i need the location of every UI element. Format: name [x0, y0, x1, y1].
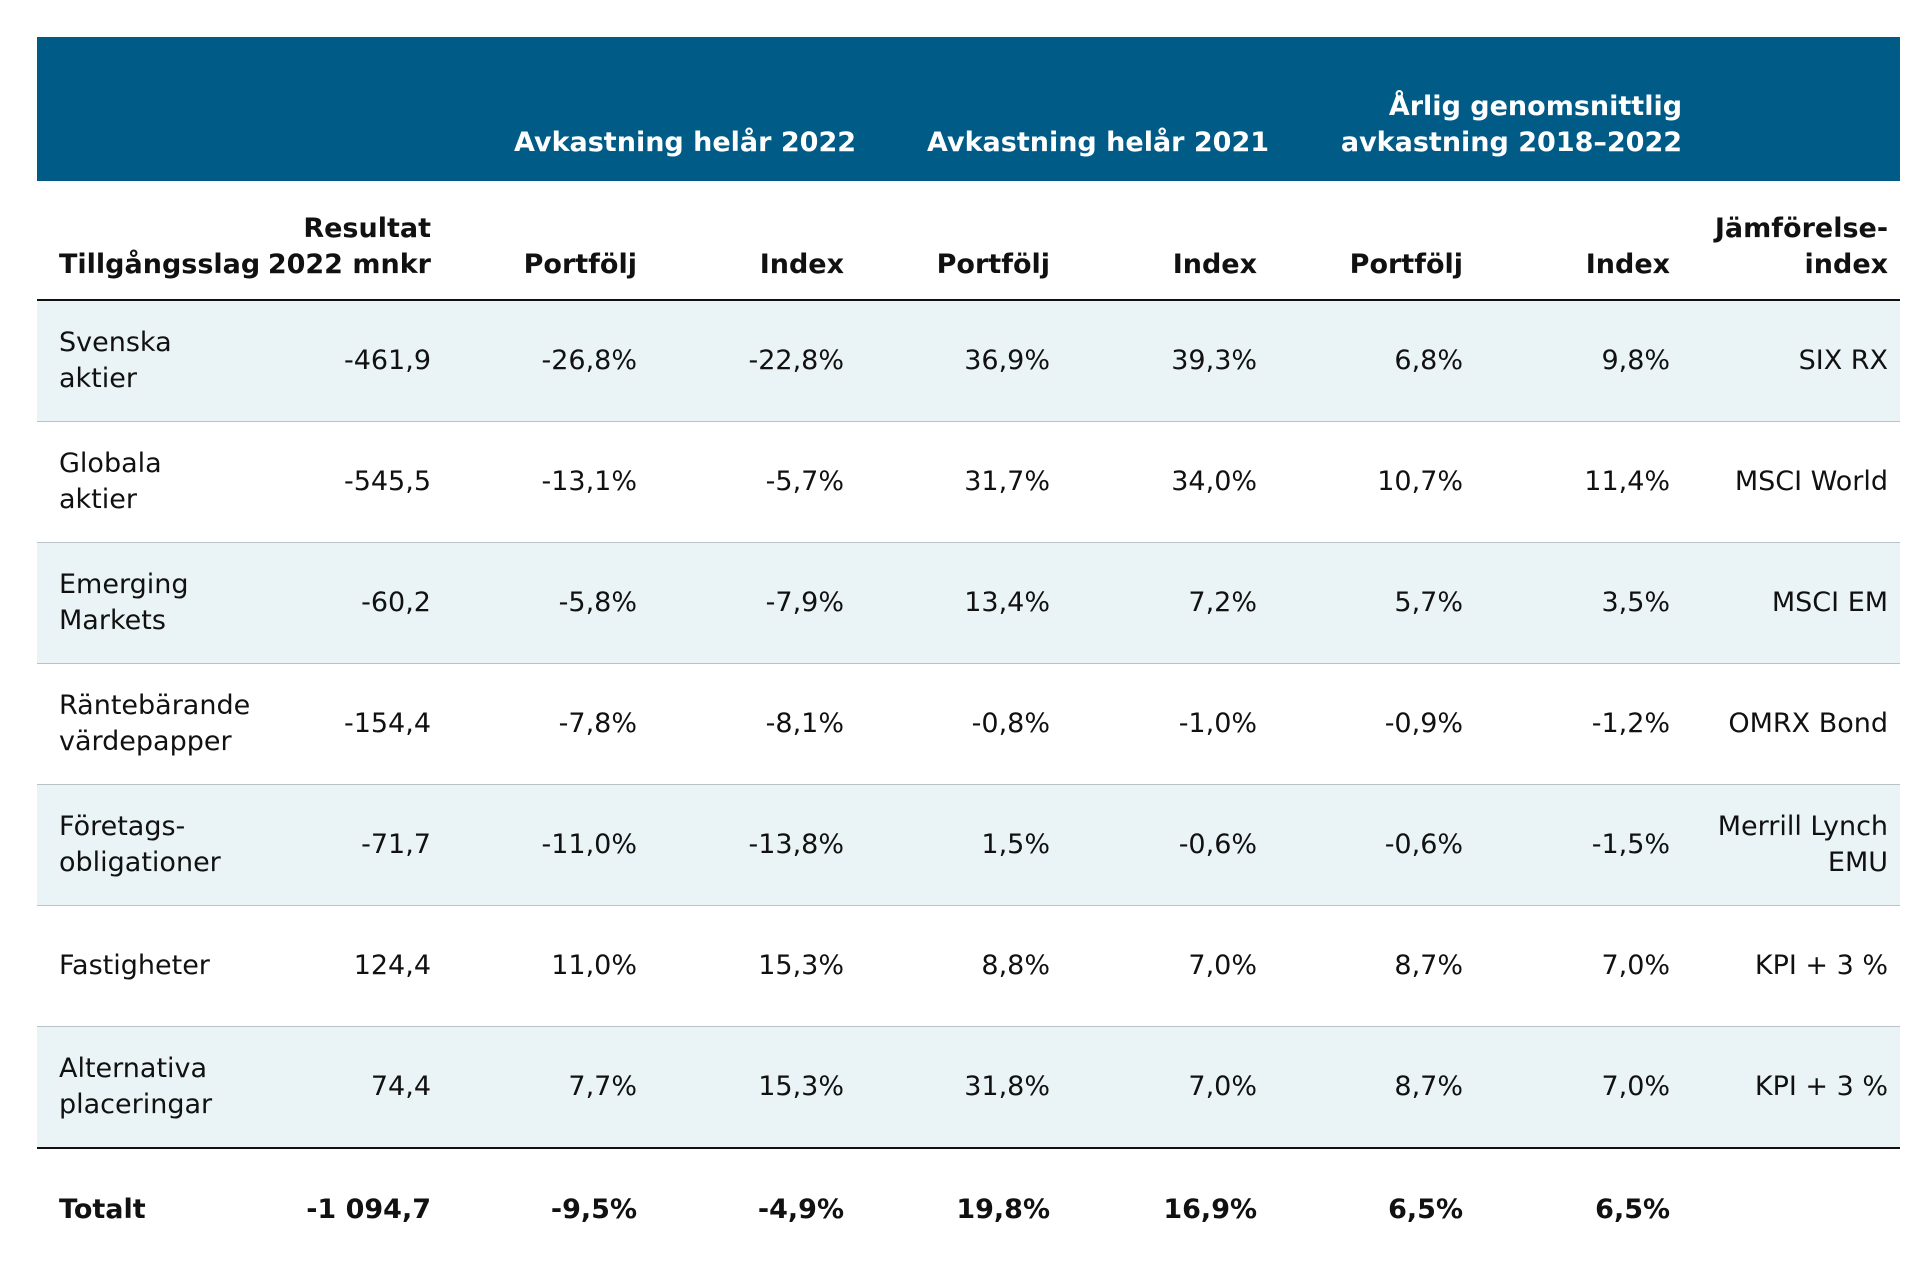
portfolio-average-cell: 8,7%: [1269, 905, 1476, 1027]
total-portfolio-average-cell: 6,5%: [1388, 1193, 1464, 1225]
portfolio-2021-cell: 8,8%: [856, 905, 1063, 1027]
table-row: Alternativa placeringar 74,4 7,7% 15,3% 3…: [37, 1026, 1901, 1149]
table-row: Svenska aktier -461,9 -26,8% -22,8% 36,9%…: [37, 300, 1901, 422]
portfolio-average-cell: 10,7%: [1269, 421, 1476, 543]
index-2022-cell: -22,8%: [649, 300, 857, 422]
index-2021-cell: 39,3%: [1062, 300, 1270, 422]
index-average-cell: -1,2%: [1475, 663, 1683, 785]
index-2021-cell: 7,0%: [1062, 1026, 1270, 1149]
portfolio-2022-cell: -13,1%: [443, 421, 649, 543]
result-cell: -71,7: [246, 784, 443, 906]
result-cell: 74,4: [246, 1026, 443, 1149]
table-row: Företags-obligationer -71,7 -11,0% -13,8…: [37, 784, 1901, 906]
group-header-2022: Avkastning helår 2022: [443, 37, 857, 181]
column-header-portfolio-average: Portfölj: [1269, 181, 1476, 301]
index-2021-cell: -1,0%: [1062, 663, 1270, 785]
benchmark-cell: OMRX Bond: [1682, 663, 1901, 785]
column-header-index-2021: Index: [1062, 181, 1270, 301]
result-cell: -545,5: [246, 421, 443, 543]
total-index-2022-cell: -4,9%: [757, 1193, 845, 1225]
result-cell: -60,2: [246, 542, 443, 664]
portfolio-2021-cell: 31,8%: [856, 1026, 1063, 1149]
result-cell: -461,9: [246, 300, 443, 422]
benchmark-cell: KPI + 3 %: [1682, 905, 1901, 1027]
portfolio-2021-cell: 13,4%: [856, 542, 1063, 664]
index-2021-cell: -0,6%: [1062, 784, 1270, 906]
column-header-portfolio-2021: Portfölj: [856, 181, 1063, 301]
index-2022-cell: -8,1%: [649, 663, 857, 785]
index-2022-cell: -5,7%: [649, 421, 857, 543]
portfolio-2021-cell: -0,8%: [856, 663, 1063, 785]
portfolio-2022-cell: 7,7%: [443, 1026, 649, 1149]
total-benchmark-cell: [1682, 1148, 1900, 1269]
total-portfolio-2022-cell: -9,5%: [550, 1193, 637, 1225]
portfolio-2022-cell: -11,0%: [443, 784, 649, 906]
asset-cell: Svenska aktier: [37, 300, 246, 422]
band-empty: [246, 37, 443, 181]
asset-cell: Globala aktier: [37, 421, 246, 543]
portfolio-2021-cell: 36,9%: [856, 300, 1063, 422]
asset-cell: Räntebärande värdepapper: [37, 663, 250, 785]
index-average-cell: 7,0%: [1475, 905, 1683, 1027]
index-2022-cell: 15,3%: [649, 905, 857, 1027]
table-row: Räntebärande värdepapper -154,4 -7,8% -8,…: [37, 663, 1901, 785]
portfolio-2021-cell: 31,7%: [856, 421, 1063, 543]
portfolio-2022-cell: 11,0%: [443, 905, 649, 1027]
total-portfolio-2021-cell: 19,8%: [956, 1193, 1051, 1225]
benchmark-cell: MSCI EM: [1682, 542, 1901, 664]
total-index-average-cell: 6,5%: [1595, 1193, 1671, 1225]
index-average-cell: 11,4%: [1475, 421, 1683, 543]
result-cell: -154,4: [246, 663, 443, 785]
portfolio-average-cell: -0,9%: [1269, 663, 1476, 785]
total-row: Totalt -1 094,7 -9,5% -4,9% 19,8% 16,9% …: [37, 1148, 1900, 1269]
group-header-average: Årlig genomsnittlig avkastning 2018–2022: [1269, 37, 1683, 181]
portfolio-average-cell: 6,8%: [1269, 300, 1476, 422]
performance-table: Avkastning helår 2022 Avkastning helår 2…: [37, 37, 1901, 1269]
index-2021-cell: 7,0%: [1062, 905, 1270, 1027]
column-header-result: Resultat 2022 mnkr: [246, 181, 443, 301]
index-average-cell: -1,5%: [1475, 784, 1683, 906]
portfolio-average-cell: -0,6%: [1269, 784, 1476, 906]
index-2021-cell: 7,2%: [1062, 542, 1270, 664]
band-empty: [1682, 37, 1901, 181]
result-cell: 124,4: [246, 905, 443, 1027]
benchmark-cell: KPI + 3 %: [1682, 1026, 1901, 1149]
table-row: Fastigheter 124,4 11,0% 15,3% 8,8% 7,0% …: [37, 905, 1901, 1027]
asset-cell: Alternativa placeringar: [37, 1026, 246, 1149]
column-header-index-2022: Index: [649, 181, 857, 301]
portfolio-2022-cell: -26,8%: [443, 300, 649, 422]
column-header-benchmark: Jämförelse-index: [1682, 181, 1901, 301]
band-empty: [37, 37, 246, 181]
benchmark-cell: Merrill Lynch EMU: [1682, 784, 1901, 906]
index-average-cell: 9,8%: [1475, 300, 1683, 422]
portfolio-average-cell: 5,7%: [1269, 542, 1476, 664]
total-result-cell: -1 094,7: [306, 1193, 431, 1225]
portfolio-2022-cell: -5,8%: [443, 542, 649, 664]
total-index-2021-cell: 16,9%: [1163, 1193, 1258, 1225]
index-2021-cell: 34,0%: [1062, 421, 1270, 543]
index-2022-cell: 15,3%: [649, 1026, 857, 1149]
asset-cell: Fastigheter: [37, 905, 246, 1027]
table-row: Globala aktier -545,5 -13,1% -5,7% 31,7%…: [37, 421, 1901, 543]
group-header-2021: Avkastning helår 2021: [856, 37, 1270, 181]
portfolio-2022-cell: -7,8%: [443, 663, 649, 785]
column-header-row: Tillgångsslag Resultat 2022 mnkr Portfölj…: [37, 181, 1901, 301]
total-label: Totalt: [59, 1193, 146, 1225]
index-average-cell: 3,5%: [1475, 542, 1683, 664]
asset-cell: Företags-obligationer: [37, 784, 246, 906]
column-header-asset: Tillgångsslag: [37, 181, 260, 301]
column-header-portfolio-2022: Portfölj: [443, 181, 649, 301]
index-2022-cell: -13,8%: [649, 784, 857, 906]
benchmark-cell: SIX RX: [1682, 300, 1901, 422]
index-average-cell: 7,0%: [1475, 1026, 1683, 1149]
portfolio-2021-cell: 1,5%: [856, 784, 1063, 906]
portfolio-average-cell: 8,7%: [1269, 1026, 1476, 1149]
performance-table-container: Avkastning helår 2022 Avkastning helår 2…: [37, 37, 1901, 1269]
column-header-index-average: Index: [1475, 181, 1683, 301]
index-2022-cell: -7,9%: [649, 542, 857, 664]
group-header-band: Avkastning helår 2022 Avkastning helår 2…: [37, 37, 1901, 181]
table-row: Emerging Markets -60,2 -5,8% -7,9% 13,4% …: [37, 542, 1901, 664]
benchmark-cell: MSCI World: [1682, 421, 1901, 543]
asset-cell: Emerging Markets: [37, 542, 246, 664]
